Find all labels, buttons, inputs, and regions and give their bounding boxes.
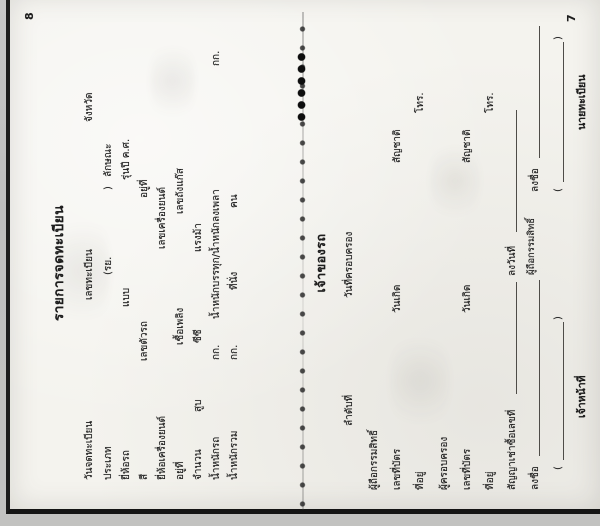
field-label-title-holder: ผู้ถือกรรมสิทธิ์: [369, 429, 380, 490]
field-label-vehicle-weight: น้ำหนักรถ: [211, 436, 222, 480]
field-label-engine-number: เลขเครื่องยนต์: [157, 187, 168, 249]
paren-open-right: (: [553, 188, 564, 192]
field-label-contract-date: ลงวันที่: [507, 245, 518, 276]
field-label-id-card-number-1: เลขที่บัตร: [392, 448, 403, 490]
field-label-hire-purchase-contract-number: สัญญาเช่าซื้อเลขที่: [507, 409, 518, 490]
fill-in-line: [516, 110, 517, 232]
paren-close-left: ): [553, 316, 564, 320]
field-label-gas-tank-number: เลขถังแก๊ส: [175, 168, 186, 214]
scan-smudge: [150, 36, 195, 126]
field-label-type: ประเภท: [103, 446, 114, 480]
field-label-kg-unit-1: กก.: [211, 344, 222, 360]
field-label-fuel: เชื้อเพลิง: [175, 307, 186, 345]
role-label-officer: เจ้าหน้าที่: [576, 375, 588, 418]
field-label-cylinder-count: จำนวน: [193, 449, 204, 480]
field-label-possessor: ผู้ครอบครอง: [439, 436, 450, 490]
field-label-chassis-number-location: อยู่ที่: [139, 179, 150, 198]
field-label-load-axle-weight: น้ำหนักบรรทุก/น้ำหนักลงเพลา: [211, 189, 222, 319]
field-label-nationality-1: สัญชาติ: [392, 129, 403, 163]
signature-role-title-holder: ผู้ถือกรรมสิทธิ์: [526, 217, 537, 275]
field-label-nationality-2: สัญชาติ: [462, 129, 473, 163]
field-label-kg-unit-3: กก.: [229, 344, 240, 360]
field-label-engine-make: ยี่ห้อเครื่องยนต์: [157, 415, 168, 480]
field-label-birthdate-1: วันเกิด: [392, 284, 403, 313]
field-label-province: จังหวัด: [84, 92, 95, 122]
field-label-registration-number: เลขทะเบียน: [84, 249, 95, 300]
field-label-id-card-number-2: เลขที่บัตร: [462, 448, 473, 490]
field-label-cylinders-unit: สูบ: [193, 399, 204, 412]
field-label-color: สี: [139, 473, 150, 480]
field-label-horsepower: แรงม้า: [193, 223, 204, 252]
paren-open-left: (: [553, 466, 564, 470]
scan-smudge: [390, 326, 450, 436]
field-label-kg-unit-2: กก.: [211, 50, 222, 66]
field-label-address-1: ที่อยู่: [415, 471, 426, 490]
field-label-phone-2: โทร.: [485, 92, 496, 113]
field-label-possession-date: วันที่ครอบครอง: [344, 231, 355, 298]
signature-line-right: [539, 26, 540, 158]
field-label-birthdate-2: วันเกิด: [462, 284, 473, 313]
field-label-vehicle-class-close: ): [103, 186, 114, 190]
field-label-model-year: รุ่นปี ค.ศ.: [121, 138, 132, 180]
binding-stitch-dots-dark-icon: [296, 50, 307, 122]
paren-close-right: ): [553, 36, 564, 40]
field-label-persons-unit: คน: [229, 194, 240, 208]
field-label-seats: ที่นั่ง: [229, 271, 240, 290]
field-label-sequence-number: ลำดับที่: [344, 394, 355, 426]
signature-label-right: ลงชื่อ: [530, 168, 541, 192]
page8-title: รายการจดทะเบียน: [51, 205, 67, 321]
field-label-engine-number-location: อยู่ที่: [175, 461, 186, 480]
field-label-address-2: ที่อยู่: [485, 471, 496, 490]
field-label-gross-weight: น้ำหนักรวม: [229, 430, 240, 480]
role-label-registrar: นายทะเบียน: [576, 74, 588, 130]
field-label-model: แบบ: [121, 287, 132, 307]
name-line-left: [563, 322, 564, 460]
field-label-body-style: ลักษณะ: [103, 143, 114, 177]
name-line-right: [563, 42, 564, 182]
signature-line-left: [539, 280, 540, 456]
page-number-7: 7: [565, 14, 578, 22]
page-number-8: 8: [23, 12, 36, 20]
field-label-vehicle-class-open: (รย.: [103, 256, 114, 275]
field-label-phone-1: โทร.: [415, 92, 426, 113]
field-label-registration-date: วันจดทะเบียน: [84, 420, 95, 480]
field-label-cc-unit: ซีซี: [193, 329, 204, 343]
field-label-chassis-number: เลขตัวรถ: [139, 321, 150, 361]
page7-title: เจ้าของรถ: [313, 233, 328, 293]
signature-label-left: ลงชื่อ: [530, 466, 541, 490]
fill-in-line: [516, 282, 517, 394]
field-label-vehicle-make: ยี่ห้อรถ: [121, 450, 132, 480]
